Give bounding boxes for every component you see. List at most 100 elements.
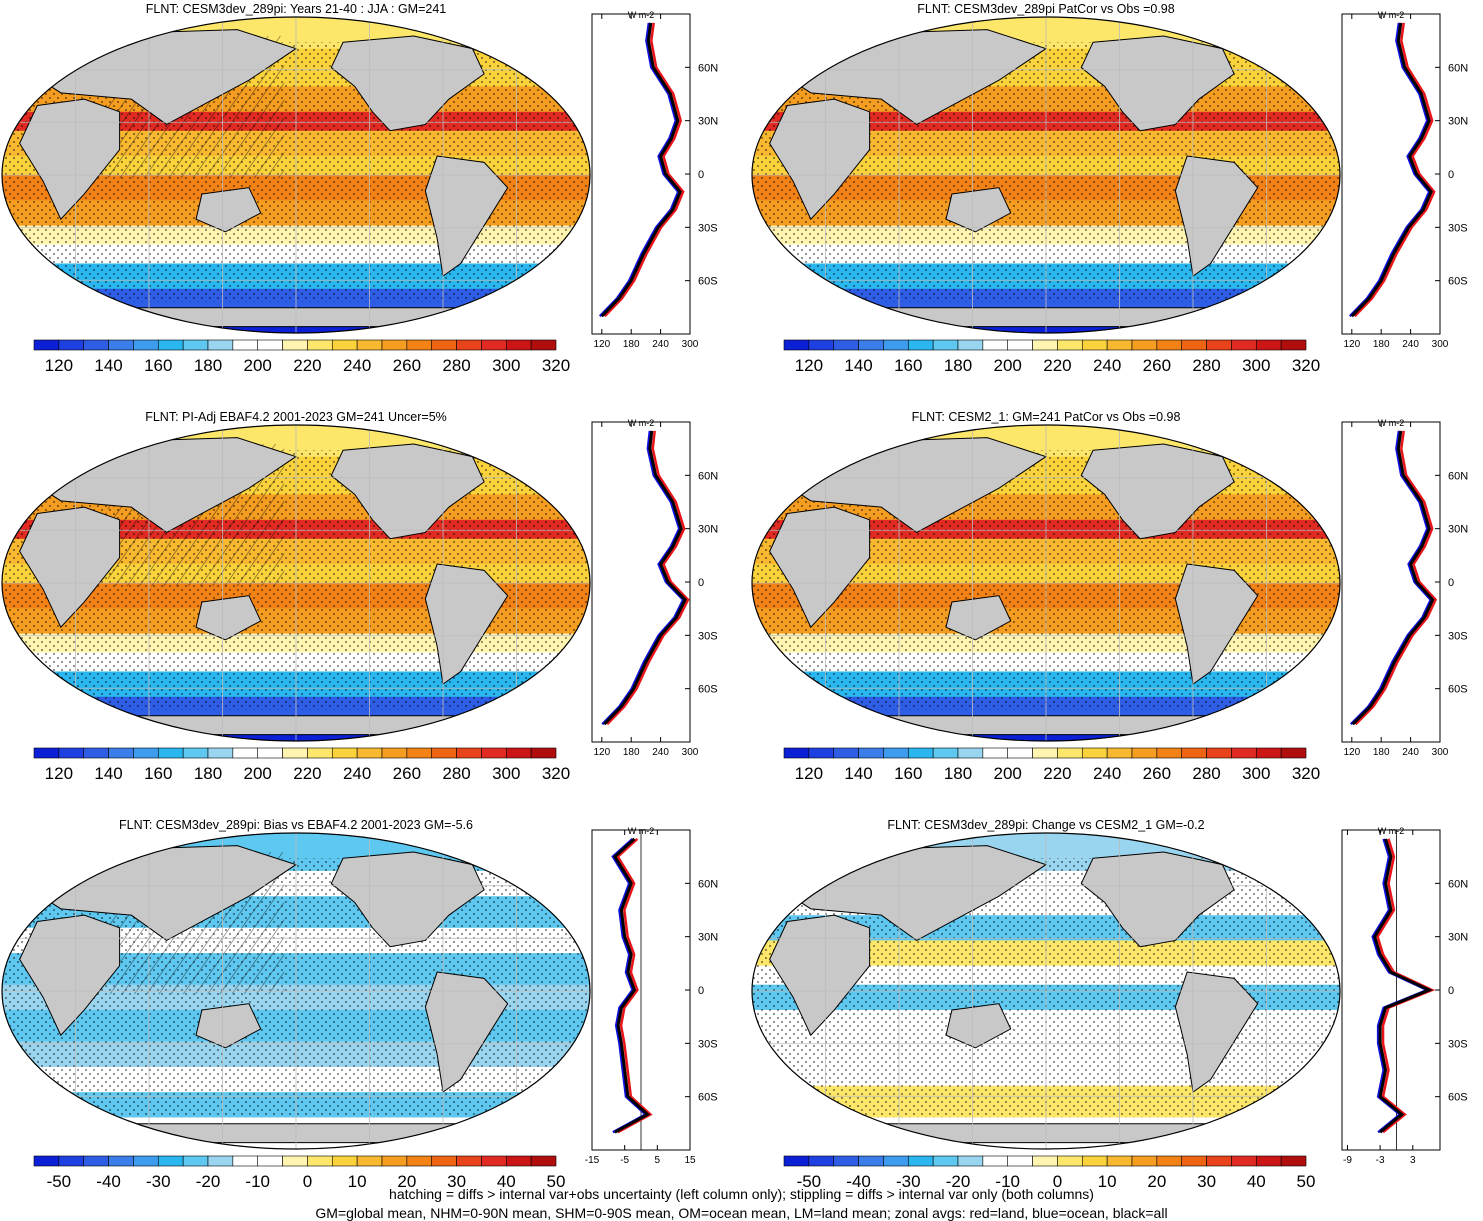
zonal-lat-label: 30N: [1448, 524, 1468, 536]
zonal-unit: W m-2: [1378, 10, 1405, 20]
zonal-lat-label: 30N: [698, 524, 718, 536]
colorbar-swatch: [783, 747, 810, 759]
land-mass: [542, 845, 579, 878]
colorbar-swatch: [808, 1155, 835, 1167]
colorbar-swatch: [356, 747, 383, 759]
colorbar-swatch: [381, 1155, 408, 1167]
colorbar-swatch: [1131, 339, 1158, 351]
colorbar-label: 260: [393, 764, 421, 783]
map-area: [752, 425, 1340, 741]
colorbar-swatch: [207, 747, 234, 759]
colorbar-swatch: [83, 747, 109, 759]
colorbar-label: 300: [1242, 356, 1270, 375]
zonal-lat-label: 60N: [1448, 878, 1468, 890]
zonal-series-all: [612, 837, 651, 1134]
land-mass: [19, 914, 121, 1037]
land-mass: [19, 506, 121, 629]
colorbar-swatch: [1007, 747, 1033, 759]
panel-2: FLNT: CESM3dev_289pi PatCor vs Obs =0.98…: [751, 2, 1468, 375]
zonal-xtick-label: 240: [1402, 747, 1419, 758]
colorbar-swatch: [406, 747, 433, 759]
map-outline: [751, 16, 1341, 334]
zonal-lat-label: 60S: [1448, 276, 1468, 288]
zonal-xtick-label: 300: [1432, 747, 1449, 758]
land-mass: [195, 187, 262, 233]
zonal-xtick-label: 240: [652, 339, 669, 350]
zonal-xtick-label: 180: [1373, 339, 1390, 350]
colorbar-swatch: [456, 339, 482, 351]
zonal-lat-label: 0: [698, 577, 704, 589]
colorbar-swatch: [1231, 1155, 1257, 1167]
map-area: [752, 17, 1340, 333]
land-mass: [1174, 155, 1259, 277]
colorbar-swatch: [1081, 747, 1108, 759]
colorbar-swatch: [1156, 339, 1183, 351]
colorbar-label: 50: [547, 1172, 566, 1191]
panel-5: FLNT: CESM3dev_289pi: Bias vs EBAF4.2 20…: [1, 818, 718, 1191]
colorbar-swatch: [182, 747, 209, 759]
colorbar-swatch: [530, 747, 557, 759]
map-outline: [751, 832, 1341, 1150]
colorbar-swatch: [1206, 747, 1232, 759]
colorbar-label: 10: [1098, 1172, 1117, 1191]
zonal-xtick-label: 180: [623, 339, 640, 350]
colorbar-swatch: [1057, 1155, 1083, 1167]
panel-1: FLNT: CESM3dev_289pi: Years 21-40 : JJA …: [1, 2, 718, 375]
colorbar-swatch: [182, 339, 209, 351]
zonal-lat-label: 30N: [1448, 932, 1468, 944]
colorbar-swatch: [431, 339, 457, 351]
zonal-xtick-label: 5: [655, 1155, 661, 1166]
colorbar-swatch: [83, 1155, 109, 1167]
colorbar-swatch: [381, 747, 408, 759]
colorbar-swatch: [932, 339, 959, 351]
land-mass: [195, 1003, 262, 1049]
colorbar-swatch: [282, 1155, 308, 1167]
panel-title: FLNT: CESM3dev_289pi PatCor vs Obs =0.98: [917, 2, 1174, 16]
colorbar-swatch: [858, 1155, 884, 1167]
colorbar-swatch: [883, 1155, 909, 1167]
map-outline: [1, 424, 591, 742]
map-outline: [1, 16, 591, 334]
zonal-xtick-label: 180: [1373, 747, 1390, 758]
colorbar-swatch: [1206, 339, 1232, 351]
colorbar-label: 160: [144, 356, 172, 375]
zonal-xtick-label: -15: [585, 1155, 600, 1166]
colorbar-swatch: [1231, 747, 1257, 759]
zonal-lat-label: 60N: [698, 62, 718, 74]
colorbar-label: 320: [542, 764, 570, 783]
land-mass: [19, 98, 121, 221]
colorbar-swatch: [1007, 339, 1033, 351]
land-mass: [945, 595, 1012, 641]
colorbar-swatch: [108, 1155, 134, 1167]
colorbar-label: 10: [348, 1172, 367, 1191]
colorbar-label: 140: [844, 356, 872, 375]
zonal-series-all: [1350, 22, 1433, 318]
colorbar-swatch: [108, 339, 134, 351]
zonal-unit: W m-2: [628, 418, 655, 428]
colorbar-swatch: [1131, 1155, 1158, 1167]
colorbar-swatch: [33, 339, 60, 351]
zonal-lat-label: 30S: [1448, 222, 1468, 234]
colorbar-label: 320: [1292, 356, 1320, 375]
colorbar-swatch: [133, 1155, 159, 1167]
colorbar-swatch: [282, 747, 308, 759]
colorbar-label: 220: [1043, 356, 1071, 375]
colorbar-swatch: [108, 747, 134, 759]
colorbar-swatch: [932, 1155, 959, 1167]
colorbar-label: 120: [795, 356, 823, 375]
colorbar-swatch: [431, 1155, 457, 1167]
colorbar-swatch: [157, 339, 184, 351]
zonal-xtick-label: 3: [1410, 1155, 1416, 1166]
land-mass: [769, 506, 871, 629]
zonal-lat-label: 30N: [698, 116, 718, 128]
colorbar-label: 120: [45, 356, 73, 375]
land-mass: [542, 437, 579, 470]
zonal-lat-label: 60S: [1448, 684, 1468, 696]
colorbar-swatch: [530, 1155, 557, 1167]
zonal-unit: W m-2: [1378, 826, 1405, 836]
colorbar-label: 240: [1093, 764, 1121, 783]
land-mass: [424, 971, 509, 1093]
zonal-lat-label: 30S: [1448, 1038, 1468, 1050]
colorbar-swatch: [133, 747, 159, 759]
